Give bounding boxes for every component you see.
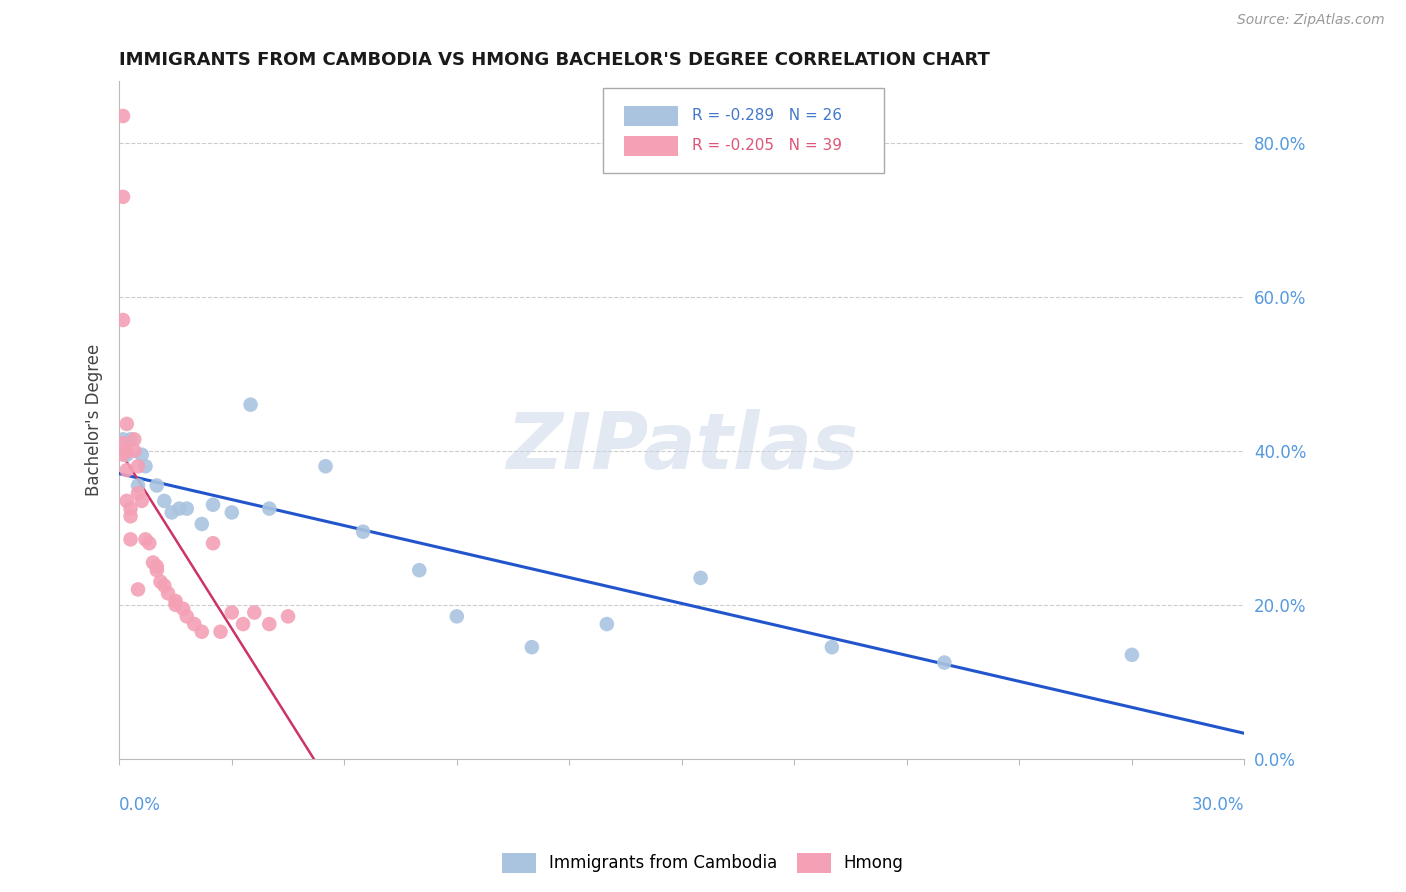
Point — [259, 617, 281, 632]
Point — [111, 433, 134, 447]
Point — [169, 501, 191, 516]
Point — [243, 606, 266, 620]
Point — [138, 536, 160, 550]
Point — [120, 509, 142, 524]
Point — [135, 533, 157, 547]
Point — [146, 478, 169, 492]
Point — [689, 571, 711, 585]
Point — [115, 463, 138, 477]
Point — [149, 574, 172, 589]
Text: IMMIGRANTS FROM CAMBODIA VS HMONG BACHELOR'S DEGREE CORRELATION CHART: IMMIGRANTS FROM CAMBODIA VS HMONG BACHEL… — [120, 51, 990, 69]
Point — [821, 640, 844, 655]
Point — [131, 494, 153, 508]
Point — [191, 624, 214, 639]
Point — [315, 459, 337, 474]
Point — [176, 501, 198, 516]
FancyBboxPatch shape — [624, 106, 679, 126]
Point — [221, 606, 243, 620]
Point — [115, 448, 138, 462]
Point — [115, 417, 138, 431]
Point — [127, 582, 149, 597]
Point — [446, 609, 468, 624]
Point — [596, 617, 619, 632]
Point — [111, 313, 134, 327]
Point — [157, 586, 180, 600]
Point — [115, 443, 138, 458]
Point — [202, 498, 225, 512]
Point — [232, 617, 254, 632]
Text: ZIPatlas: ZIPatlas — [506, 409, 858, 485]
Point — [127, 486, 149, 500]
FancyBboxPatch shape — [603, 88, 884, 173]
Point — [352, 524, 374, 539]
Point — [934, 656, 956, 670]
Point — [153, 494, 176, 508]
Point — [165, 594, 187, 608]
Text: 30.0%: 30.0% — [1192, 796, 1244, 814]
Point — [120, 533, 142, 547]
Text: R = -0.289   N = 26: R = -0.289 N = 26 — [692, 109, 842, 123]
Point — [183, 617, 205, 632]
Point — [111, 190, 134, 204]
Point — [165, 598, 187, 612]
Text: 0.0%: 0.0% — [120, 796, 162, 814]
Point — [1121, 648, 1143, 662]
Point — [124, 443, 146, 458]
FancyBboxPatch shape — [624, 136, 679, 156]
Point — [153, 578, 176, 592]
Point — [520, 640, 543, 655]
Point — [135, 459, 157, 474]
Point — [127, 478, 149, 492]
Point — [202, 536, 225, 550]
Point — [176, 609, 198, 624]
Point — [120, 501, 142, 516]
Point — [115, 494, 138, 508]
Point — [142, 556, 165, 570]
Point — [277, 609, 299, 624]
Point — [191, 516, 214, 531]
Point — [111, 109, 134, 123]
Point — [221, 505, 243, 519]
Point — [111, 436, 134, 450]
Point — [146, 563, 169, 577]
Point — [146, 559, 169, 574]
Legend: Immigrants from Cambodia, Hmong: Immigrants from Cambodia, Hmong — [495, 847, 911, 880]
Text: Source: ZipAtlas.com: Source: ZipAtlas.com — [1237, 13, 1385, 28]
Point — [239, 398, 262, 412]
Point — [111, 448, 134, 462]
Point — [120, 433, 142, 447]
Point — [408, 563, 430, 577]
Point — [209, 624, 232, 639]
Point — [131, 448, 153, 462]
Point — [172, 601, 194, 615]
Point — [160, 505, 183, 519]
Y-axis label: Bachelor's Degree: Bachelor's Degree — [86, 344, 103, 496]
Point — [124, 433, 146, 447]
Point — [259, 501, 281, 516]
Point — [127, 459, 149, 474]
Text: R = -0.205   N = 39: R = -0.205 N = 39 — [692, 138, 842, 153]
